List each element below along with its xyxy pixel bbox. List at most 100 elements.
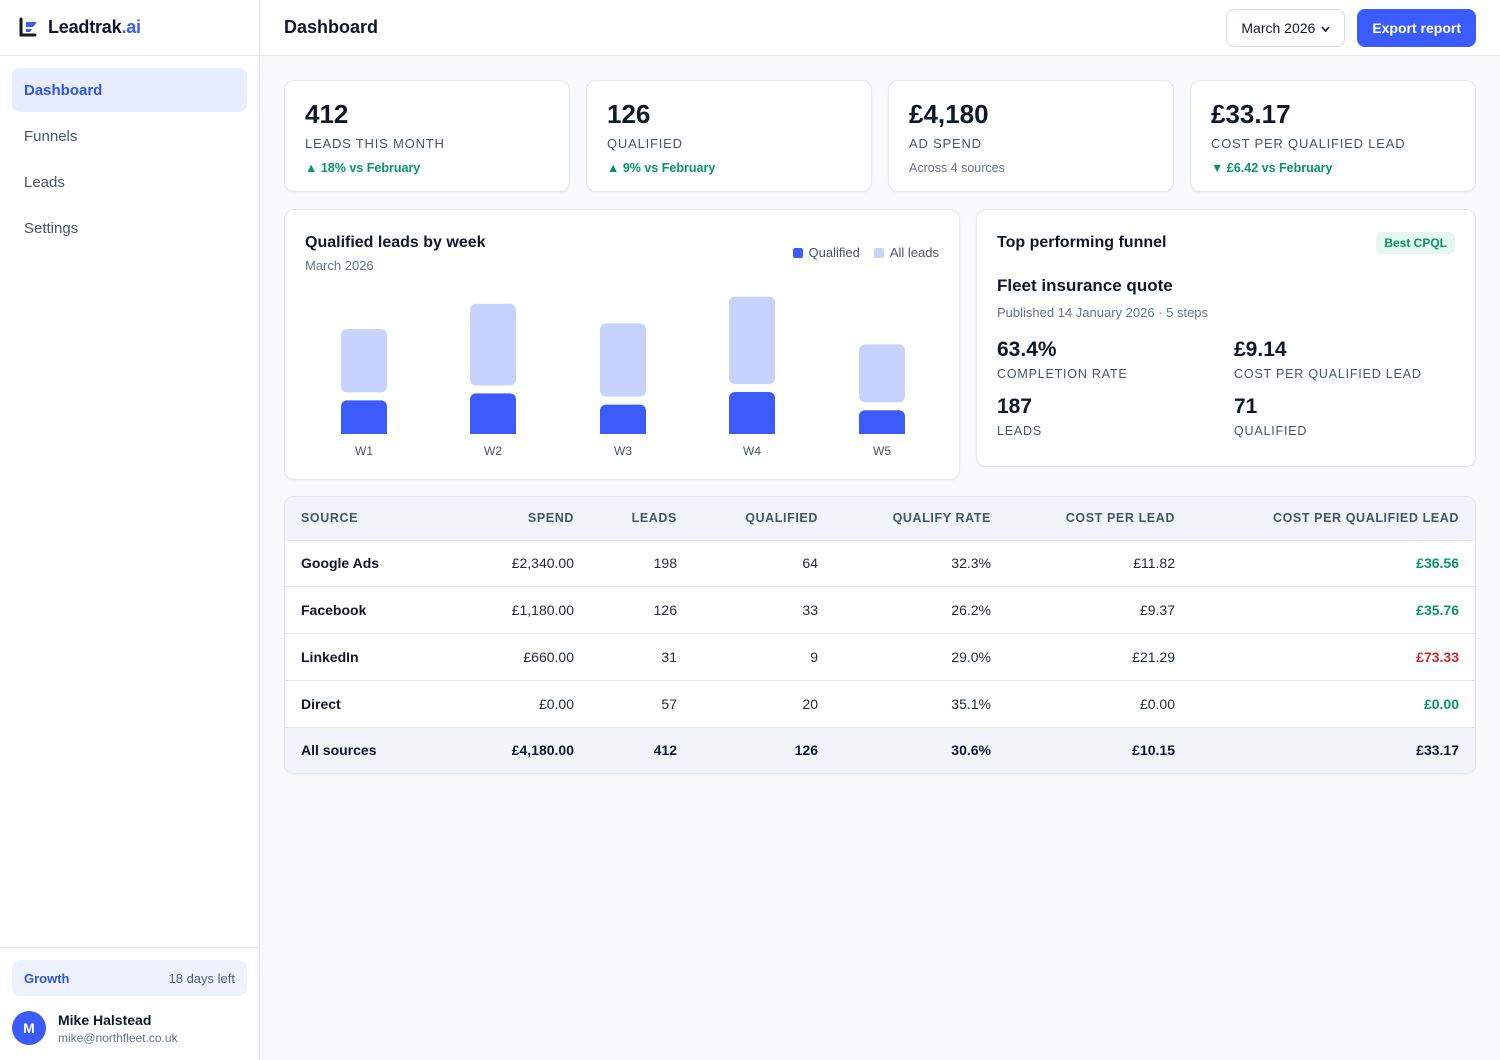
col-leads[interactable]: Leads bbox=[574, 497, 677, 541]
month-select[interactable]: March 2026 bbox=[1226, 8, 1346, 47]
cell-spend: £660.00 bbox=[455, 633, 574, 681]
plan-days-left: 18 days left bbox=[168, 970, 236, 986]
kpi-delta: ▲ 9% vs February bbox=[607, 161, 716, 175]
chart-title: Qualified leads by week bbox=[305, 234, 486, 251]
cell-leads: 57 bbox=[574, 680, 677, 728]
cell-rate: 32.3% bbox=[818, 540, 991, 588]
cell-cpql: £0.00 bbox=[1175, 680, 1475, 728]
sidebar-item-leads[interactable]: Leads bbox=[24, 173, 65, 191]
bar-all-leads-w2[interactable] bbox=[470, 303, 516, 386]
kpi-label: Qualified bbox=[607, 136, 683, 151]
bar-qualified-w1[interactable] bbox=[341, 400, 387, 434]
cell-source: Google Ads bbox=[285, 540, 455, 588]
legend-swatch bbox=[873, 247, 884, 258]
funnel-name[interactable]: Fleet insurance quote bbox=[997, 276, 1173, 295]
cell-spend: £1,180.00 bbox=[455, 586, 574, 635]
cell-source: Direct bbox=[285, 680, 455, 728]
cell-spend: £0.00 bbox=[455, 680, 574, 728]
metric-value: £9.14 bbox=[1234, 338, 1287, 361]
metric-label: Cost per qualified lead bbox=[1234, 367, 1422, 381]
funnel-metric-leads: 187 Leads bbox=[997, 395, 1234, 438]
table-row[interactable]: Direct £0.00 57 20 35.1% £0.00 £0.00 bbox=[285, 680, 1475, 728]
kpi-value: 126 bbox=[607, 99, 651, 129]
kpi-label: Leads this month bbox=[305, 136, 445, 151]
x-tick-label: W5 bbox=[873, 444, 891, 458]
leadtrak-logo-icon bbox=[19, 17, 37, 36]
bar-qualified-w2[interactable] bbox=[470, 393, 516, 434]
kpi-label: Ad spend bbox=[909, 136, 982, 151]
cell-cpql: £35.76 bbox=[1175, 586, 1475, 635]
metric-value: 187 bbox=[997, 395, 1033, 418]
kpi-value: £4,180 bbox=[909, 99, 989, 129]
sources-table-card: Source Spend Leads Qualified Qualify rat… bbox=[284, 496, 1476, 775]
chart-header: Qualified leads by week March 2026 bbox=[305, 234, 486, 273]
chevron-down-icon bbox=[1321, 24, 1330, 36]
bar-qualified-base-w5 bbox=[859, 428, 905, 434]
col-source[interactable]: Source bbox=[285, 497, 455, 541]
table-row[interactable]: Google Ads £2,340.00 198 64 32.3% £11.82… bbox=[285, 540, 1475, 588]
x-tick-label: W4 bbox=[743, 444, 761, 458]
total-spend: £4,180.00 bbox=[511, 742, 574, 759]
bar-qualified-base-w2 bbox=[470, 428, 516, 434]
table-row[interactable]: LinkedIn £660.00 31 9 29.0% £21.29 £73.3… bbox=[285, 633, 1475, 681]
legend-item-all-leads: All leads bbox=[873, 245, 939, 260]
total-leads: 412 bbox=[653, 742, 677, 759]
cell-qualified: 9 bbox=[677, 633, 818, 681]
funnel-metric-qualified: 71 Qualified bbox=[1234, 395, 1454, 438]
sidebar-item-settings[interactable]: Settings bbox=[24, 219, 79, 237]
total-source: All sources bbox=[301, 742, 377, 759]
sidebar-item-dashboard[interactable]: Dashboard bbox=[12, 68, 247, 112]
cell-rate: 29.0% bbox=[818, 633, 991, 681]
metric-value: 71 bbox=[1234, 395, 1258, 418]
cell-qualified: 64 bbox=[677, 540, 818, 588]
plan-banner[interactable]: Growth 18 days left bbox=[12, 960, 247, 996]
sidebar-footer: Growth 18 days left M Mike Halstead mike… bbox=[0, 947, 259, 1060]
kpi-delta: ▼ £6.42 vs February bbox=[1211, 161, 1333, 175]
kpi-row: 412 Leads this month ▲ 18% vs February 1… bbox=[284, 80, 1476, 192]
kpi-value: £33.17 bbox=[1211, 99, 1291, 129]
cell-source: Facebook bbox=[285, 586, 455, 635]
user-name: Mike Halstead bbox=[58, 1011, 152, 1028]
brand-name: Leadtrak.ai bbox=[48, 17, 141, 37]
sidebar: Leadtrak.ai Dashboard Funnels Leads Sett… bbox=[0, 0, 260, 1060]
user-profile[interactable]: M Mike Halstead mike@northfleet.co.uk bbox=[12, 1008, 247, 1048]
cell-cpl: £21.29 bbox=[991, 633, 1175, 681]
trend-up-icon: ▲ bbox=[305, 161, 321, 175]
bar-all-leads-w1[interactable] bbox=[341, 329, 387, 393]
bar-qualified-base-w3 bbox=[600, 428, 646, 434]
bar-all-leads-w4[interactable] bbox=[729, 296, 775, 384]
kpi-card-ad-spend: £4,180 Ad spend Across 4 sources bbox=[888, 80, 1174, 192]
cell-spend: £2,340.00 bbox=[455, 540, 574, 588]
col-cost-per-qualified-lead[interactable]: Cost per qualified lead bbox=[1175, 497, 1475, 541]
col-spend[interactable]: Spend bbox=[455, 497, 574, 541]
sidebar-item-funnels[interactable]: Funnels bbox=[24, 127, 78, 145]
bar-qualified-base-w1 bbox=[341, 428, 387, 434]
export-report-button[interactable]: Export report bbox=[1357, 8, 1476, 47]
metric-label: Qualified bbox=[1234, 424, 1308, 438]
col-cost-per-lead[interactable]: Cost per lead bbox=[991, 497, 1175, 541]
col-qualify-rate[interactable]: Qualify rate bbox=[818, 497, 991, 541]
bar-all-leads-w5[interactable] bbox=[859, 344, 905, 403]
cell-cpl: £0.00 bbox=[991, 680, 1175, 728]
brand[interactable]: Leadtrak.ai bbox=[0, 0, 259, 56]
cell-cpql: £73.33 bbox=[1175, 633, 1475, 681]
col-qualified[interactable]: Qualified bbox=[677, 497, 818, 541]
kpi-delta: Across 4 sources bbox=[909, 161, 1005, 175]
bar-qualified-w3[interactable] bbox=[600, 404, 646, 434]
cell-qualified: 20 bbox=[677, 680, 818, 728]
bar-all-leads-w3[interactable] bbox=[600, 323, 646, 397]
best-cpql-badge: Best CPQL bbox=[1376, 232, 1455, 254]
weekly-chart-card: W1 W2 W3 W4 W5 Qualified leads by week March… bbox=[284, 209, 960, 480]
kpi-delta: ▲ 18% vs February bbox=[305, 161, 421, 175]
cell-rate: 26.2% bbox=[818, 586, 991, 635]
metric-label: Completion rate bbox=[997, 367, 1128, 381]
bar-qualified-w4[interactable] bbox=[729, 392, 775, 434]
funnel-card-title: Top performing funnel bbox=[997, 234, 1167, 251]
sources-table: Source Spend Leads Qualified Qualify rat… bbox=[285, 497, 1475, 774]
table-header-row: Source Spend Leads Qualified Qualify rat… bbox=[285, 497, 1475, 541]
total-cpl: £10.15 bbox=[1132, 742, 1175, 759]
sidebar-nav: Dashboard Funnels Leads Settings bbox=[0, 56, 259, 264]
page-title: Dashboard bbox=[284, 17, 379, 37]
cell-leads: 31 bbox=[574, 633, 677, 681]
table-row[interactable]: Facebook £1,180.00 126 33 26.2% £9.37 £3… bbox=[285, 586, 1475, 635]
